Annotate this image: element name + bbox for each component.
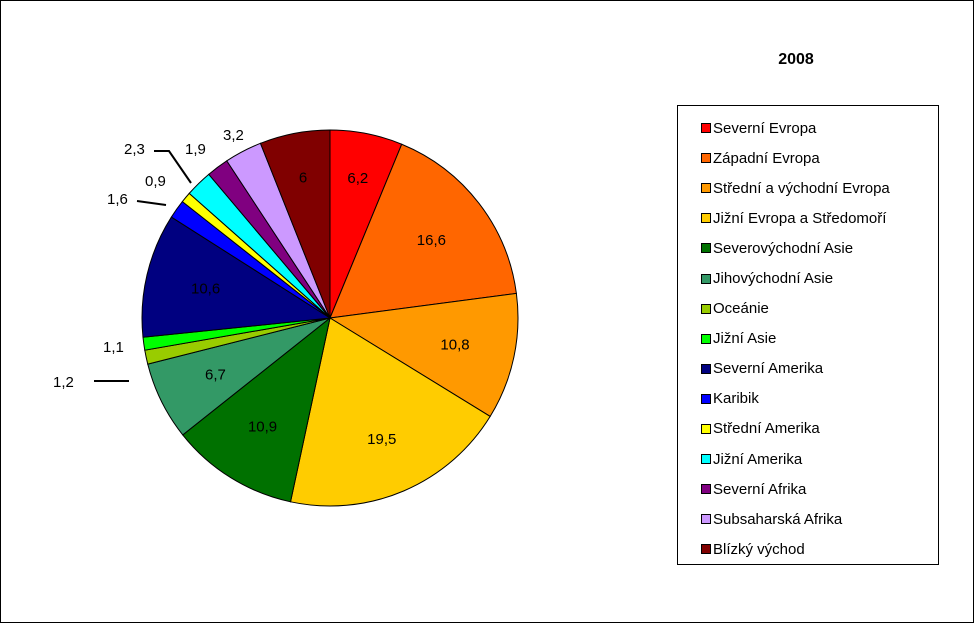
legend-item: Severní Amerika bbox=[701, 354, 938, 384]
slice-data-label: 10,8 bbox=[440, 337, 469, 354]
slice-data-label: 2,3 bbox=[124, 141, 145, 158]
legend-item: Jihovýchodní Asie bbox=[701, 263, 938, 293]
slice-data-label: 1,9 bbox=[185, 141, 206, 158]
legend-label: Jižní Amerika bbox=[713, 450, 803, 468]
legend-swatch bbox=[701, 303, 711, 314]
legend-label: Jižní Asie bbox=[713, 330, 777, 348]
legend-swatch bbox=[701, 514, 711, 525]
legend-swatch bbox=[701, 454, 711, 465]
legend-label: Střední a východní Evropa bbox=[713, 179, 890, 197]
legend-swatch bbox=[701, 423, 711, 434]
legend-label: Severní Amerika bbox=[713, 360, 824, 378]
legend-item: Jižní Evropa a Středomoří bbox=[701, 203, 938, 233]
slice-data-label: 1,6 bbox=[107, 191, 128, 208]
legend-swatch bbox=[701, 393, 711, 404]
legend-swatch bbox=[701, 544, 711, 555]
legend-item: Subsaharská Afrika bbox=[701, 504, 938, 534]
slice-data-label: 1,1 bbox=[103, 339, 124, 356]
legend-item: Severní Afrika bbox=[701, 474, 938, 504]
legend-label: Karibik bbox=[713, 390, 759, 408]
legend-label: Západní Evropa bbox=[713, 149, 820, 167]
legend-swatch bbox=[701, 123, 711, 134]
slice-data-label: 1,2 bbox=[53, 374, 74, 391]
pie-slice bbox=[259, 129, 331, 319]
legend-label: Severovýchodní Asie bbox=[713, 239, 854, 257]
pie-slice bbox=[141, 216, 332, 338]
slice-data-label: 6,7 bbox=[205, 367, 226, 384]
legend-label: Blízký východ bbox=[713, 540, 805, 558]
legend-item: Západní Evropa bbox=[701, 143, 938, 173]
legend-swatch bbox=[701, 333, 711, 344]
legend-swatch bbox=[701, 153, 711, 164]
legend: Severní Evropa Západní Evropa Střední a vý… bbox=[677, 105, 939, 565]
legend-item: Blízký východ bbox=[701, 534, 938, 564]
legend-swatch bbox=[701, 213, 711, 224]
legend-swatch bbox=[701, 183, 711, 194]
slice-data-label: 0,9 bbox=[145, 173, 166, 190]
slice-data-label: 10,6 bbox=[191, 281, 220, 298]
leader-line bbox=[136, 200, 167, 206]
pie-slice bbox=[328, 292, 519, 418]
legend-label: Jižní Evropa a Středomoří bbox=[713, 209, 887, 227]
legend-item: Karibik bbox=[701, 384, 938, 414]
slice-data-label: 10,9 bbox=[248, 419, 277, 436]
legend-item: Střední Amerika bbox=[701, 414, 938, 444]
legend-swatch bbox=[701, 243, 711, 254]
leader-line bbox=[154, 150, 192, 184]
slice-data-label: 3,2 bbox=[223, 127, 244, 144]
slice-data-label: 6,2 bbox=[347, 170, 368, 187]
legend-label: Střední Amerika bbox=[713, 420, 820, 438]
legend-item: Jižní Amerika bbox=[701, 444, 938, 474]
pie-slice bbox=[182, 316, 331, 503]
legend-item: Střední a východní Evropa bbox=[701, 173, 938, 203]
legend-label: Subsaharská Afrika bbox=[713, 510, 843, 528]
legend-label: Oceánie bbox=[713, 300, 769, 318]
legend-item: Severovýchodní Asie bbox=[701, 233, 938, 263]
slice-data-label: 6 bbox=[299, 170, 307, 187]
legend-label: Severní Afrika bbox=[713, 480, 807, 498]
legend-item: Jižní Asie bbox=[701, 324, 938, 354]
chart-title: 2008 bbox=[778, 51, 814, 68]
legend-label: Jihovýchodní Asie bbox=[713, 270, 834, 288]
legend-swatch bbox=[701, 273, 711, 284]
legend-label: Severní Evropa bbox=[713, 119, 817, 137]
slice-data-label: 19,5 bbox=[367, 431, 396, 448]
pie-slice bbox=[329, 143, 517, 319]
legend-item: Severní Evropa bbox=[701, 113, 938, 143]
pie-slice bbox=[289, 317, 491, 507]
legend-item: Oceánie bbox=[701, 294, 938, 324]
legend-swatch bbox=[701, 363, 711, 374]
slice-data-label: 16,6 bbox=[417, 232, 446, 249]
legend-swatch bbox=[701, 484, 711, 495]
